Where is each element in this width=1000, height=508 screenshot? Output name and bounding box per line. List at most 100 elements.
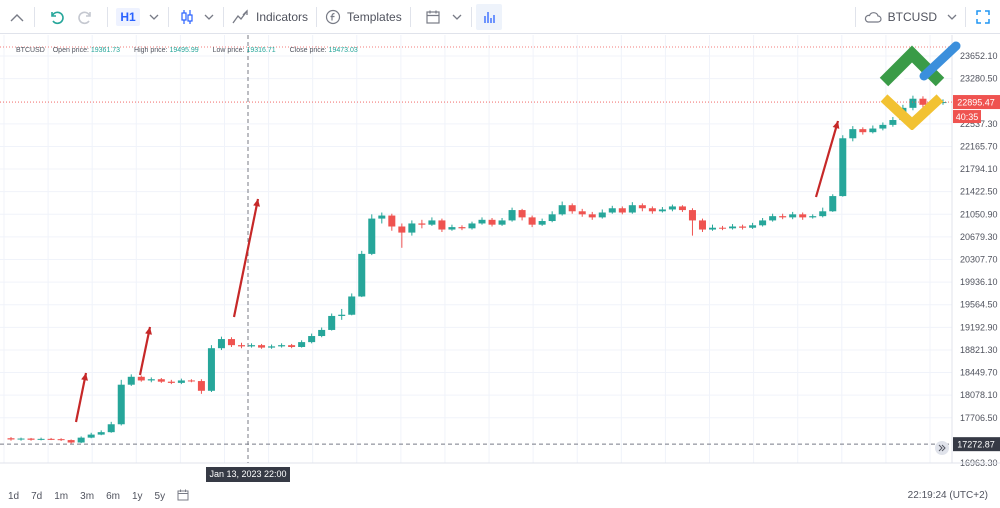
price-chart[interactable]: 23652.10 23280.50 22537.30 22165.70 21794.10… (0, 35, 1000, 470)
calendar-icon (426, 10, 440, 24)
candle-body (648, 208, 656, 212)
candle-body (819, 211, 827, 217)
range-6m[interactable]: 6m (106, 490, 120, 502)
cloud-icon (864, 11, 882, 23)
range-1d[interactable]: 1d (8, 490, 20, 502)
candle-body (708, 227, 717, 230)
candle-body (27, 438, 35, 440)
undo-button[interactable] (41, 0, 71, 34)
collapse-toolbar-button[interactable] (0, 0, 34, 34)
candle-body (548, 214, 556, 222)
candle-body (358, 253, 366, 297)
brand-logo (879, 41, 961, 130)
price-tick-label: 23280.50 (960, 74, 998, 84)
candle-body (308, 336, 316, 343)
candle-body (328, 315, 336, 330)
date-range-dropdown[interactable] (449, 0, 465, 34)
candle-body (398, 226, 406, 233)
price-tick-label: 22537.30 (960, 119, 998, 129)
legend-low-value: 19316.71 (246, 47, 276, 54)
volume-toggle-button[interactable] (475, 3, 502, 30)
chevron-down-icon (149, 14, 159, 20)
candle-body (408, 223, 416, 233)
candle-body (789, 214, 797, 218)
separator (409, 6, 411, 27)
legend-high-value: 19495.99 (169, 47, 199, 54)
candle-body (759, 220, 767, 226)
volume-bars-icon (484, 11, 495, 23)
candle-body (227, 339, 235, 346)
legend-low-label: Low price: (212, 47, 245, 54)
range-1m[interactable]: 1m (54, 490, 69, 502)
double-chevron-right-icon (938, 444, 946, 452)
redo-button[interactable] (71, 0, 101, 34)
candle-body (598, 212, 606, 218)
date-range-button[interactable] (417, 0, 449, 34)
interval-button[interactable]: H1 (112, 0, 144, 34)
separator (965, 6, 966, 27)
candle-body (488, 219, 496, 225)
price-tick-label: 23652.10 (960, 51, 998, 61)
range-7d[interactable]: 7d (31, 490, 43, 502)
candle-body (167, 381, 175, 383)
candle-body (298, 342, 306, 347)
chart-type-button[interactable] (173, 0, 201, 34)
indicators-button[interactable]: Indicators (224, 0, 316, 34)
templates-button[interactable]: Templates (317, 0, 410, 34)
legend-symbol: BTCUSD (16, 47, 45, 54)
candle-body (638, 205, 646, 209)
price-tick-label: 21050.90 (960, 209, 998, 219)
candle-body (448, 227, 456, 230)
legend-close-value: 19473.03 (328, 47, 358, 54)
range-3m[interactable]: 3m (80, 490, 95, 502)
price-tick-label: 21422.50 (960, 187, 998, 197)
candle-body (688, 210, 696, 221)
candle-body (57, 439, 65, 441)
annotation-arrow-head (145, 327, 152, 335)
go-to-date-button[interactable] (177, 489, 189, 504)
candle-body (879, 124, 887, 129)
candle-body (658, 209, 666, 212)
price-tick-label: 19936.10 (960, 277, 998, 287)
annotation-arrow-shaft (814, 120, 840, 198)
legend-open-label: Open price: (52, 47, 89, 54)
chart-toolbar: H1 Indicators Templates (0, 0, 1000, 34)
annotation-arrow-head (832, 121, 840, 129)
candle-body (237, 345, 246, 347)
legend-low: Low price: 19316.71 (213, 47, 282, 54)
indicators-icon (232, 8, 248, 23)
candle-body (288, 345, 296, 347)
symbol-search-button[interactable]: BTCUSD (856, 0, 943, 34)
candle-body (919, 98, 927, 105)
templates-label: Templates (347, 9, 402, 24)
range-1y[interactable]: 1y (131, 490, 143, 502)
candle-body (217, 339, 225, 349)
annotation-arrow-shaft (232, 198, 260, 318)
interval-dropdown[interactable] (144, 0, 164, 34)
chart-canvas[interactable]: 23652.10 23280.50 22537.30 22165.70 21794.10… (0, 35, 1000, 470)
candle-body (77, 437, 85, 443)
legend-open: Open price: 19361.73 (53, 47, 126, 54)
price-tick-label: 17706.50 (960, 413, 998, 423)
candle-body (799, 214, 807, 218)
candle-body (739, 226, 747, 228)
legend-open-value: 19361.73 (90, 47, 121, 54)
candle-body (518, 210, 526, 218)
symbol-label: BTCUSD (887, 9, 937, 24)
chart-type-dropdown[interactable] (201, 0, 217, 34)
legend-close: Close price: 19473.03 (290, 47, 364, 54)
range-5y[interactable]: 5y (154, 490, 166, 502)
candle-body (248, 345, 256, 347)
candle-body (37, 438, 45, 440)
annotation-arrow-head (81, 373, 88, 381)
last-price-label: 22895.47 (957, 98, 995, 108)
candle-body (47, 438, 55, 440)
symbol-dropdown[interactable] (943, 0, 961, 34)
candle-body (127, 376, 135, 385)
candle-body (117, 384, 125, 425)
candle-body (87, 434, 95, 438)
candle-body (889, 120, 897, 125)
candle-body (67, 440, 75, 443)
fullscreen-button[interactable] (966, 0, 1000, 34)
separator (223, 6, 224, 27)
